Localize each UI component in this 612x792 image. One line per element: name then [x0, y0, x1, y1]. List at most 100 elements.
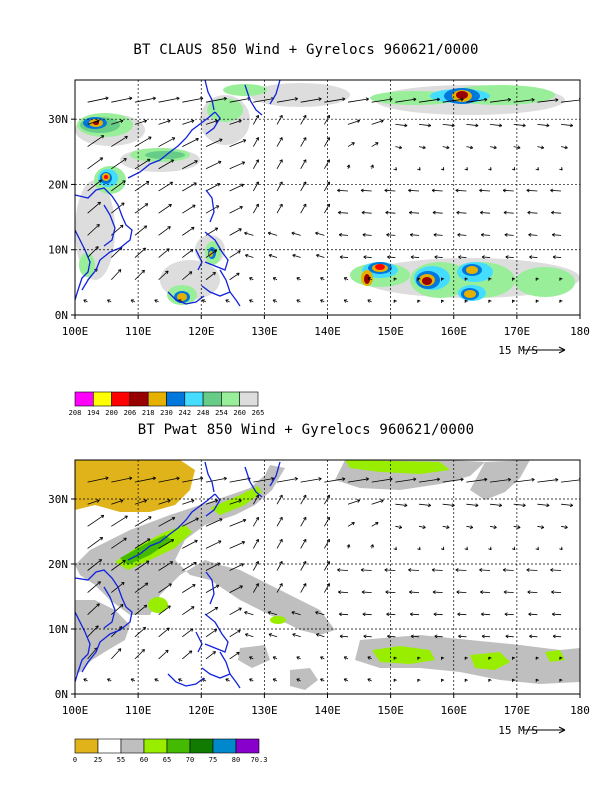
x-tick-label: 140E — [314, 325, 341, 338]
wind-vector — [537, 479, 559, 483]
wind-vector-head — [239, 585, 243, 589]
x-tick-label: 130E — [251, 704, 278, 717]
wind-vector-head — [144, 582, 149, 587]
wind-vector-head — [120, 224, 124, 229]
wind-vector — [182, 517, 199, 527]
colorbar-swatch — [202, 391, 222, 407]
wind-vector-head — [303, 181, 307, 185]
wind-vector-head — [120, 119, 124, 124]
colorbar-label: 254 — [215, 409, 228, 417]
wind-vector — [291, 611, 301, 616]
wind-vector-head — [255, 203, 259, 208]
wind-vector — [432, 212, 443, 214]
wind-vector-head — [356, 119, 361, 124]
wind-vector-head — [95, 625, 99, 629]
panel1-shading — [75, 80, 580, 307]
wind-vector — [158, 583, 172, 593]
wind-vector-head — [291, 610, 295, 615]
wind-vector-head — [488, 678, 492, 683]
wind-vector-head — [535, 656, 539, 660]
wind-vector — [513, 525, 521, 528]
wind-vector — [276, 583, 283, 593]
wind-vector-head — [551, 612, 556, 617]
wind-vector-head — [315, 610, 319, 615]
wind-vector-head — [176, 96, 180, 101]
wind-vector — [134, 120, 147, 125]
wind-vector-head — [385, 210, 389, 215]
wind-vector — [323, 203, 330, 214]
wind-vector-head — [343, 656, 348, 660]
wind-vector-head — [404, 123, 408, 128]
wind-vector — [276, 181, 283, 192]
wind-vector-head — [410, 255, 414, 259]
wind-vector — [292, 254, 301, 258]
wind-vector — [323, 115, 330, 125]
wind-vector — [526, 569, 538, 571]
colorbar-swatch — [212, 738, 237, 754]
wind-vector — [315, 232, 325, 236]
wind-vector — [158, 159, 174, 170]
wind-vector-head — [393, 299, 397, 304]
wind-vector-head — [522, 503, 526, 508]
wind-vector — [513, 146, 521, 149]
wind-vector-head — [408, 568, 412, 572]
panel1-plot: 100E 110E 120E 130E 140E 150E 160E 170E 180 0N10… — [48, 79, 590, 417]
wind-vector — [503, 591, 514, 593]
wind-vector-head — [191, 226, 195, 231]
wind-vector-head — [315, 231, 319, 236]
wind-vector-head — [170, 539, 175, 543]
wind-vector-head — [249, 678, 253, 682]
wind-vector — [276, 494, 283, 505]
wind-vector-head — [436, 477, 440, 482]
wind-vector — [267, 232, 278, 236]
wind-vector — [363, 256, 372, 258]
wind-vector-head — [417, 299, 421, 304]
wind-vector-head — [166, 248, 170, 252]
wind-vector — [457, 613, 467, 616]
wind-vector-head — [215, 205, 220, 209]
wind-vector-head — [171, 516, 176, 521]
y-tick-label: 30N — [48, 493, 68, 506]
wind-vector — [111, 97, 133, 103]
panel2-wind-vectors — [83, 476, 580, 683]
wind-vector — [300, 159, 307, 169]
wind-vector-head — [99, 157, 104, 161]
wind-vector-head — [505, 255, 509, 259]
wind-vector-head — [507, 477, 511, 482]
wind-vector-head — [512, 656, 516, 660]
wind-vector-head — [105, 96, 109, 101]
panel2-ref-vector-label: 15 M/S — [498, 724, 538, 737]
wind-vector-head — [569, 503, 574, 508]
wind-vector — [504, 613, 514, 616]
wind-vector — [87, 499, 100, 505]
wind-vector — [253, 98, 275, 103]
wind-vector — [111, 120, 124, 125]
wind-vector — [158, 499, 171, 505]
colorbar-label: 265 — [252, 409, 265, 417]
wind-vector — [134, 560, 150, 571]
wind-vector — [537, 525, 544, 528]
wind-vector-head — [255, 114, 259, 119]
wind-vector-head — [255, 181, 259, 185]
wind-vector-head — [170, 159, 175, 163]
wind-vector-head — [320, 678, 324, 682]
wind-vector-head — [98, 179, 102, 183]
wind-vector — [466, 525, 473, 528]
wind-vector — [550, 189, 562, 192]
wind-vector-head — [96, 223, 100, 228]
panel1-gridlines — [75, 80, 580, 315]
wind-vector — [182, 650, 193, 660]
wind-vector-head — [318, 477, 322, 481]
wind-vector-head — [342, 477, 346, 481]
wind-vector — [362, 613, 372, 616]
wind-vector-head — [551, 210, 555, 215]
wind-vector-head — [422, 145, 426, 150]
wind-vector-head — [408, 188, 412, 193]
wind-vector — [409, 212, 420, 214]
wind-vector-head — [564, 525, 568, 529]
wind-vector — [553, 635, 562, 638]
wind-vector — [408, 189, 420, 192]
wind-vector-head — [535, 678, 539, 683]
wind-vector-head — [535, 546, 539, 551]
wind-vector-head — [551, 590, 555, 594]
